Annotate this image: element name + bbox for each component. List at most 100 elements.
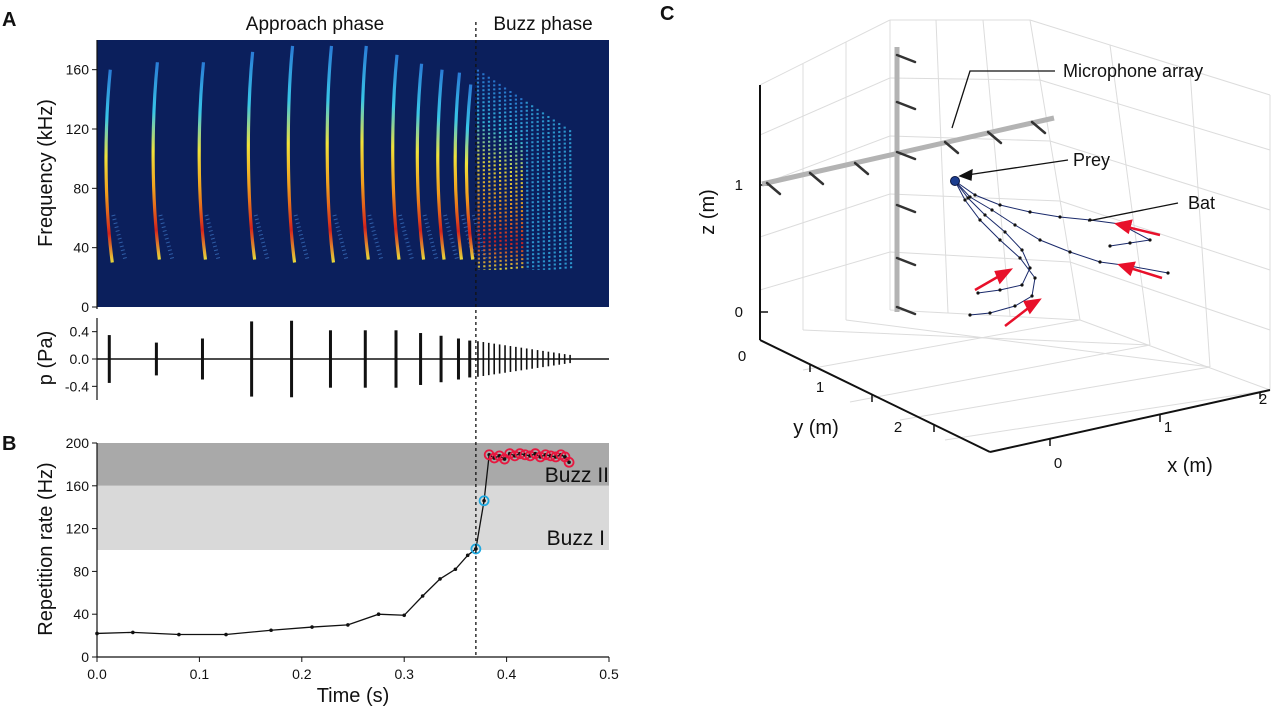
waveform-y-tick-label: 0.0 [70, 351, 90, 367]
x-tick-1: 1 [1164, 419, 1172, 436]
spectrogram-calls [104, 45, 488, 263]
rate-point [310, 625, 314, 629]
buzz-call [514, 94, 518, 270]
buzz-ii-point [488, 452, 500, 464]
rate-y-tick-label: 40 [73, 606, 89, 622]
waveform-y-tick-label: 0.4 [70, 324, 90, 340]
rate-y-tick-label: 200 [66, 435, 90, 451]
waveform-pulse [558, 353, 561, 365]
rate-point [502, 457, 507, 461]
rate-point [567, 460, 571, 465]
buzz-call [547, 115, 551, 270]
waveform-pulse [419, 333, 423, 385]
buzz-ii-band-label: Buzz II [545, 464, 609, 487]
buzz-call [520, 98, 524, 270]
buzz-ii-point [504, 448, 516, 460]
rate-xlabel: Time (s) [317, 685, 390, 707]
trajectory-point [1018, 256, 1022, 260]
trajectory-path [954, 180, 1152, 247]
spectrogram-y-tick-label: 40 [73, 240, 89, 256]
buzz-call [531, 105, 535, 270]
trajectory-point [978, 218, 982, 222]
microphone-array-label: Microphone array [1063, 61, 1203, 81]
rate-point [224, 632, 228, 637]
trajectory-point [966, 196, 970, 200]
waveform-pulse [515, 346, 517, 372]
spectrogram-call [453, 72, 464, 260]
x-tick-2: 2 [1259, 391, 1267, 408]
waveform-pulse [328, 330, 332, 388]
rate-y-tick-label: 80 [73, 563, 89, 579]
waveform-pulse [154, 342, 158, 376]
waveform-pulse [536, 350, 539, 368]
spectrogram-call [415, 63, 426, 260]
prey-label: Prey [1073, 150, 1110, 170]
rate-point [402, 613, 407, 618]
spectrogram-call [360, 45, 370, 260]
spectrogram-y-tick-label: 120 [66, 121, 90, 137]
flight-direction-arrows [974, 219, 1163, 327]
rate-y-tick-label: 0 [81, 649, 89, 665]
rate-x-tick-label: 0.3 [394, 666, 414, 682]
3d-grid [759, 19, 1271, 441]
trajectory-point [1128, 241, 1132, 245]
waveform-pulse [493, 343, 495, 375]
waveform-pulse [520, 347, 523, 371]
waveform-pulse [477, 341, 479, 377]
trajectory-point [1030, 294, 1034, 298]
waveform-y-tick-label: -0.4 [65, 378, 89, 394]
rate-ylabel: Repetition rate (Hz) [35, 462, 57, 635]
waveform-pulse [509, 346, 512, 372]
rate-y-tick-label: 120 [66, 521, 90, 537]
rate-point [376, 612, 381, 616]
rate-point [482, 498, 486, 503]
trajectory-point [973, 193, 977, 197]
rate-x-tick-label: 0.4 [497, 666, 517, 682]
buzz-call [509, 91, 513, 270]
prey-marker [950, 176, 960, 186]
waveform-pulse [363, 330, 367, 388]
y-axis-label: y (m) [793, 417, 839, 439]
y-tick-2: 2 [894, 419, 902, 436]
spectrogram-ylabel: Frequency (kHz) [35, 99, 57, 247]
rate-point [346, 623, 350, 627]
waveform-pulse [531, 349, 533, 369]
buzz-phase-label: Buzz phase [493, 14, 592, 35]
trajectory-point [1020, 248, 1024, 252]
trajectory-point [976, 291, 980, 295]
waveform-pulse [456, 338, 460, 380]
spectrogram-call [104, 69, 114, 263]
spectrogram-y-axis: 0 40 80 120 160 [66, 40, 98, 315]
trajectory-point [998, 203, 1002, 207]
rate-point [177, 632, 181, 637]
waveform-pulse [290, 320, 294, 398]
rate-point [563, 455, 567, 459]
rate-x-tick-label: 0.2 [292, 666, 312, 682]
spectrogram-y-tick-label: 80 [73, 180, 89, 196]
trajectory-point [1020, 283, 1024, 287]
trajectory-point [1098, 260, 1102, 264]
buzz-call [552, 119, 556, 270]
spectrogram-call [151, 62, 161, 260]
microphone-array [761, 47, 1055, 316]
y-tick-1: 1 [816, 379, 824, 396]
spectrogram-y-tick-label: 160 [66, 62, 90, 78]
rate-point [465, 553, 470, 558]
waveform-pulse [525, 348, 528, 370]
spectrogram-y-tick-label: 0 [81, 299, 89, 315]
waveform-pulse [498, 344, 501, 374]
buzz-ii-point [563, 456, 575, 468]
trajectory-point [1148, 238, 1152, 242]
annotation-leaders [951, 70, 1179, 222]
waveform-pulse [250, 321, 254, 397]
trajectory-point [1038, 238, 1042, 242]
rate-point [453, 567, 458, 572]
waveform-pulse [200, 338, 204, 380]
trajectory-point [1028, 210, 1032, 214]
waveform-pulse [563, 354, 566, 364]
trajectory-point [1003, 230, 1007, 234]
repetition-rate-plot: 0 40 80 120 160 200 0.0 0.1 0.2 0.3 0.4 0.5 [66, 435, 619, 682]
buzz-call [503, 87, 508, 270]
spectrogram-call [391, 54, 401, 260]
